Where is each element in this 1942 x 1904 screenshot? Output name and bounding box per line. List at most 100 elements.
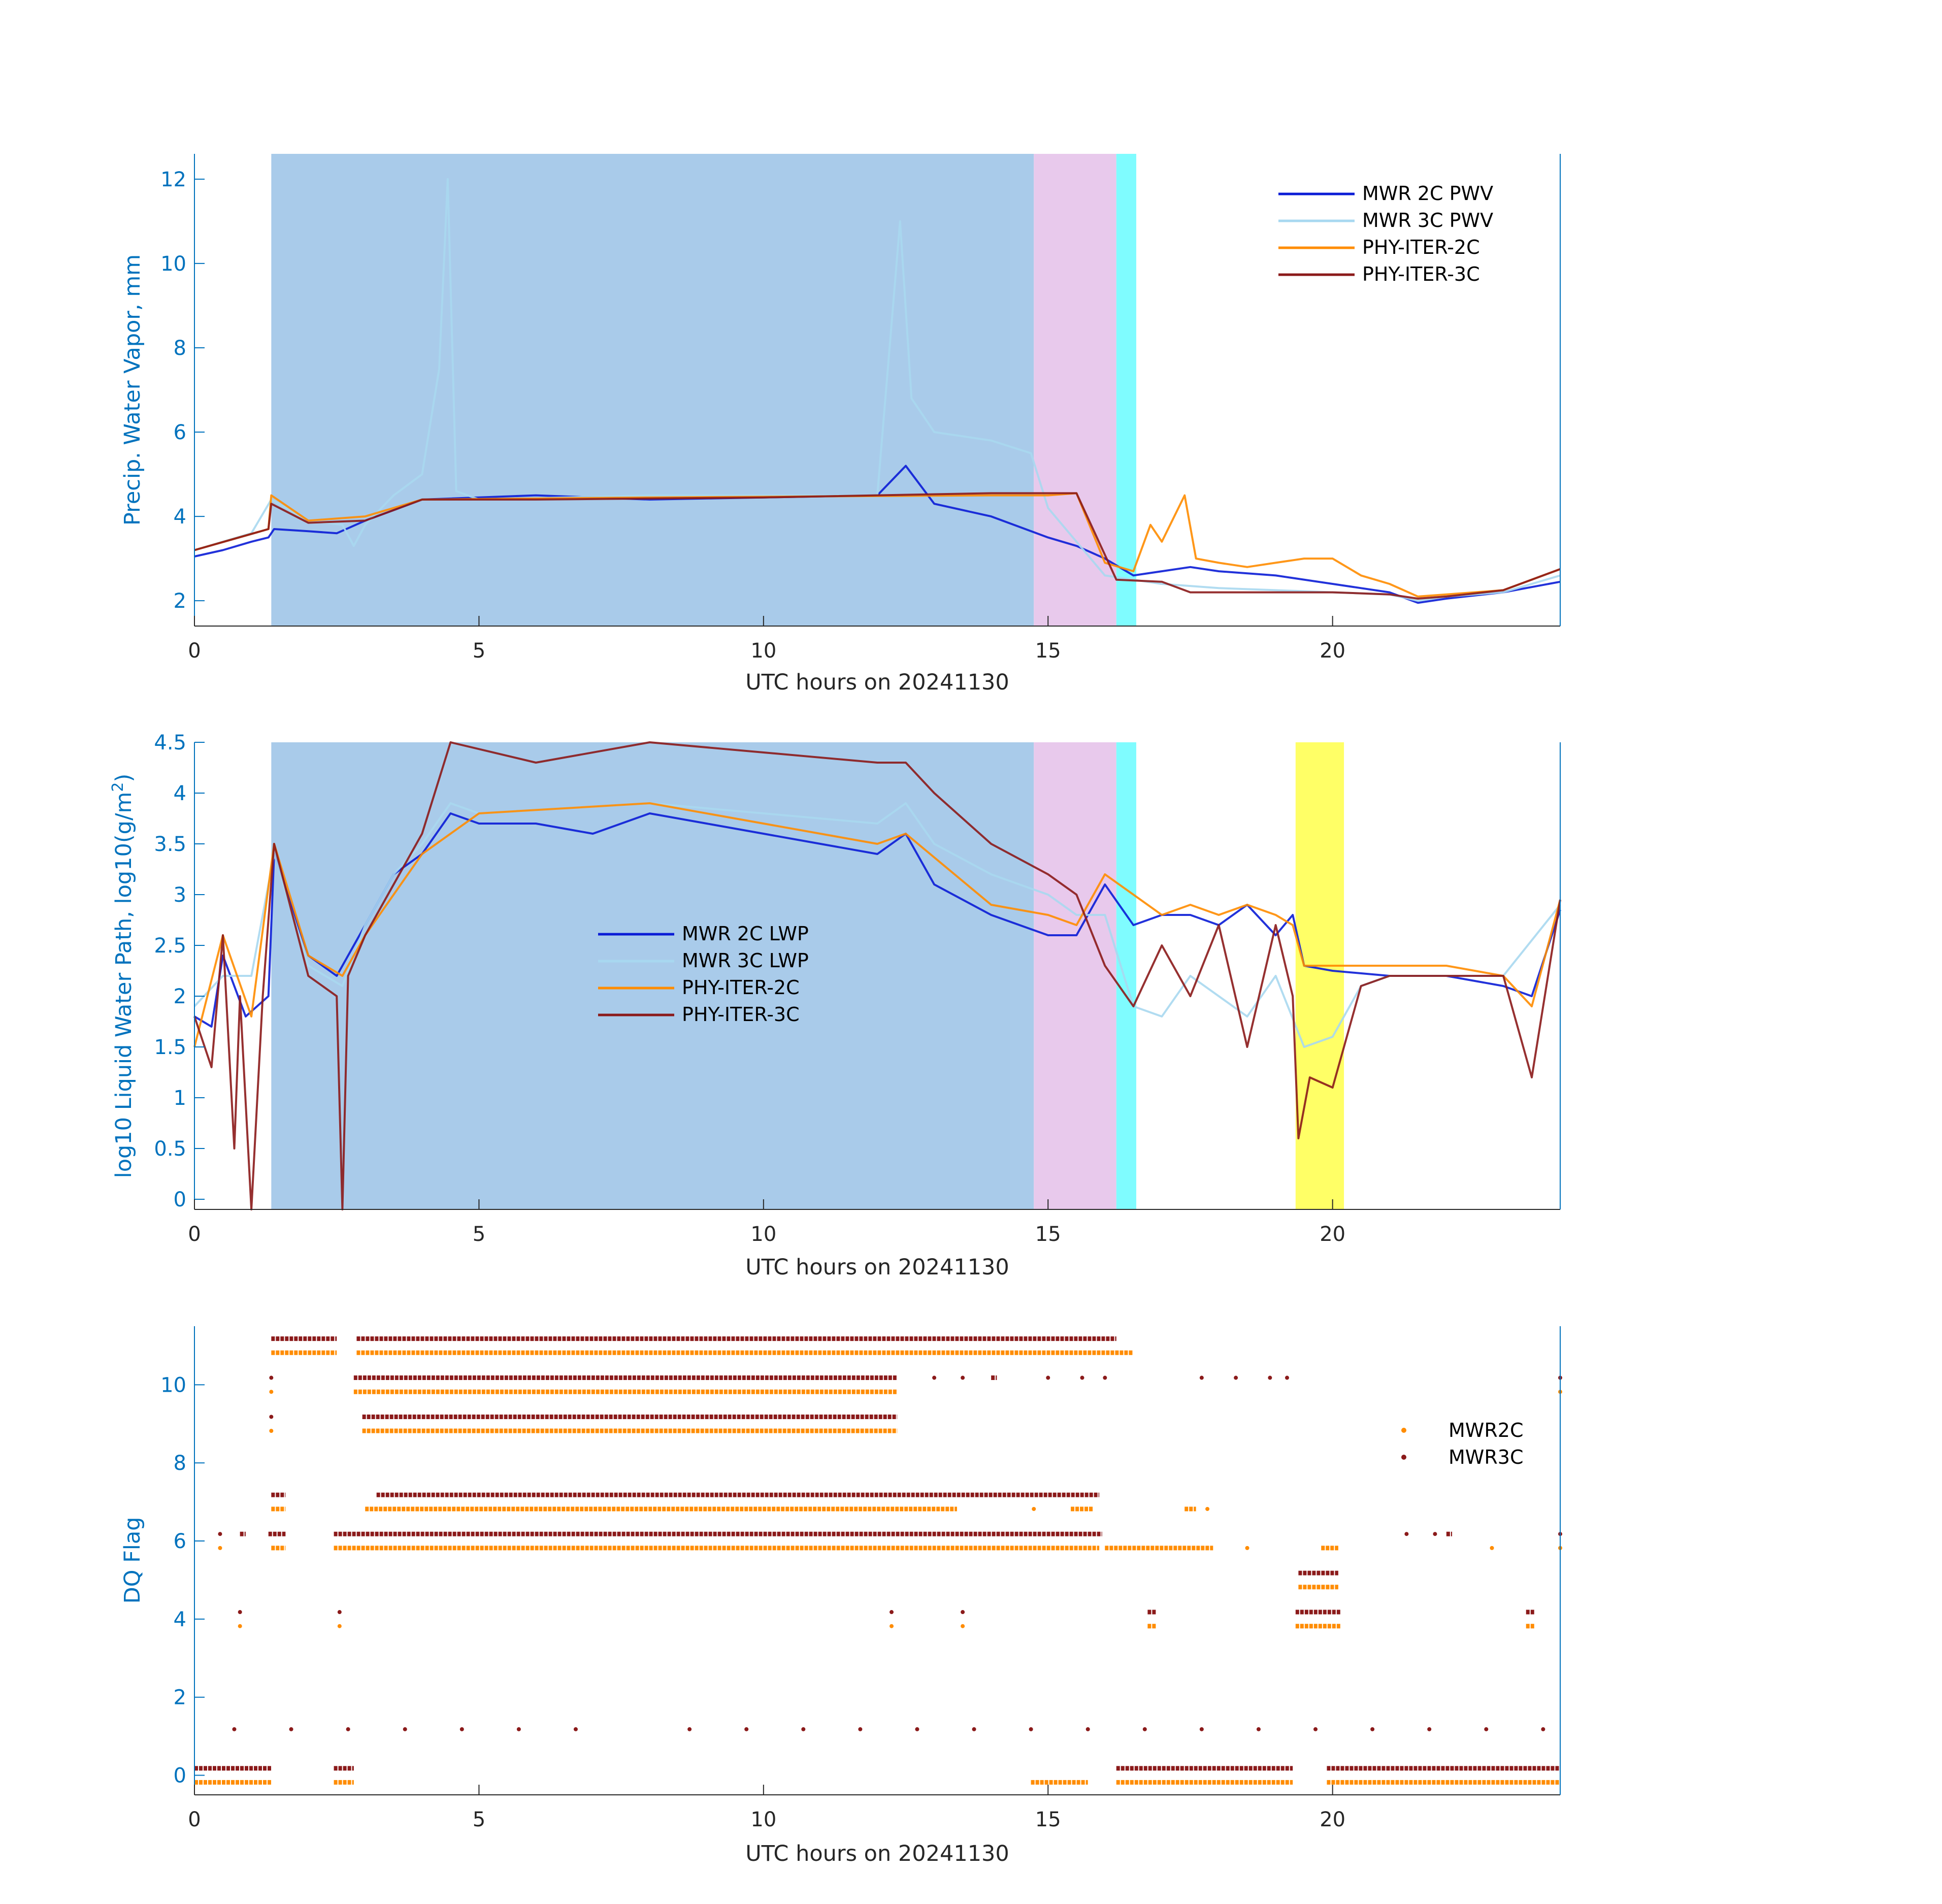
dq-point-mwr3c-flag-1	[1427, 1727, 1432, 1731]
dq-point-mwr3c-flag-1	[1370, 1727, 1375, 1731]
x-tick-label: 0	[188, 639, 201, 663]
x-tick-label: 15	[1035, 1223, 1061, 1246]
pwv-legend-label-phy2c: PHY-ITER-2C	[1362, 236, 1480, 258]
pwv-legend-label-phy3c: PHY-ITER-3C	[1362, 263, 1480, 285]
dq-point-mwr2c-flag-4	[337, 1624, 342, 1628]
x-tick-label: 20	[1320, 1808, 1345, 1831]
dq-point-mwr3c-flag-1	[289, 1727, 293, 1731]
lwp-x-ticks: 0 5 10 15 20	[188, 1199, 1345, 1246]
series-line-mwr-3c-lwp	[193, 802, 1561, 1048]
pwv-legend: MWR 2C PWV MWR 3C PWV PHY-ITER-2C PHY-IT…	[1278, 182, 1493, 285]
x-tick-label: 0	[188, 1223, 201, 1246]
dq-point-mwr3c-flag-6	[218, 1532, 222, 1536]
shaded-span-3	[1295, 742, 1344, 1209]
dq-point-mwr3c-flag-1	[1484, 1727, 1489, 1731]
dq-point-mwr3c-flag-10	[1234, 1375, 1238, 1380]
dq-point-mwr3c-flag-1	[915, 1727, 919, 1731]
lwp-legend-label-phy3c: PHY-ITER-3C	[682, 1003, 800, 1026]
x-tick-label: 15	[1035, 1808, 1061, 1831]
dq-legend-label-mwr3c: MWR3C	[1449, 1446, 1523, 1468]
y-tick-label: 6	[174, 1530, 186, 1553]
dq-point-mwr3c-flag-6	[1404, 1532, 1409, 1536]
x-tick-label: 5	[473, 1223, 485, 1246]
y-tick-label: 0	[174, 1188, 186, 1211]
dq-point-mwr2c-flag-6	[218, 1546, 222, 1550]
x-tick-label: 5	[473, 639, 485, 663]
x-tick-label: 5	[473, 1808, 485, 1831]
pwv-legend-label-mwr3c: MWR 3C PWV	[1362, 209, 1493, 232]
lwp-shaded-spans	[271, 742, 1344, 1209]
pwv-series-lines	[194, 178, 1561, 604]
pwv-legend-label-mwr2c: MWR 2C PWV	[1362, 182, 1493, 205]
dq-x-axis-label: UTC hours on 20241130	[745, 1841, 1009, 1866]
lwp-y-axis-label: log10 Liquid Water Path, log10(g/m2)	[109, 774, 137, 1178]
y-tick-label: 2	[174, 985, 186, 1008]
dq-legend-marker-mwr3c	[1401, 1455, 1406, 1460]
series-line-mwr-2c-lwp	[193, 812, 1561, 1028]
y-tick-label: 3.5	[154, 833, 186, 856]
lwp-panel: 0 0.5 1 1.5 2 2.5 3 3.5 4 4.5 0 5 10 15 20 UTC hours …	[109, 731, 1561, 1280]
dq-plot-area	[194, 1326, 1560, 1795]
dq-point-mwr3c-flag-10	[1199, 1375, 1204, 1380]
lwp-y-label-main: log10 Liquid Water Path, log10(g/m	[111, 792, 137, 1178]
series-line-mwr-2c-pwv	[194, 465, 1561, 604]
dq-point-mwr3c-flag-1	[801, 1727, 806, 1731]
series-line-phy-iter-3c	[194, 492, 1561, 600]
shaded-span-0	[271, 154, 1034, 626]
dq-point-mwr3c-flag-4	[890, 1610, 894, 1615]
dq-panel: 0 2 4 6 8 10 0 5 10 15 20 UTC hours on 20241130 D…	[120, 1326, 1562, 1866]
y-tick-label: 1.5	[154, 1036, 186, 1059]
dq-y-ticks: 0 2 4 6 8 10	[160, 1373, 205, 1788]
dq-point-mwr2c-flag-4	[890, 1624, 894, 1628]
y-tick-label: 2.5	[154, 934, 186, 958]
dq-point-mwr3c-flag-4	[961, 1610, 965, 1615]
dq-point-mwr2c-flag-9	[269, 1429, 274, 1433]
pwv-x-axis-label: UTC hours on 20241130	[745, 670, 1009, 695]
x-tick-label: 20	[1320, 1223, 1345, 1246]
pwv-shaded-spans	[271, 154, 1136, 626]
lwp-series-lines	[193, 741, 1561, 1210]
dq-point-mwr3c-flag-1	[1199, 1727, 1204, 1731]
dq-point-mwr3c-flag-1	[744, 1727, 749, 1731]
shaded-span-0	[271, 742, 1034, 1209]
dq-point-mwr3c-flag-1	[516, 1727, 521, 1731]
dq-point-mwr3c-flag-4	[238, 1610, 242, 1615]
shaded-span-1	[1034, 154, 1116, 626]
dq-point-mwr3c-flag-10	[1080, 1375, 1084, 1380]
y-tick-label: 2	[174, 589, 186, 613]
dq-point-mwr3c-flag-10	[1046, 1375, 1050, 1380]
dq-point-mwr3c-flag-10	[1285, 1375, 1289, 1380]
y-tick-label: 4	[174, 505, 186, 529]
x-tick-label: 20	[1320, 639, 1345, 663]
dq-point-mwr3c-flag-1	[1029, 1727, 1033, 1731]
lwp-legend-label-mwr3c: MWR 3C LWP	[682, 949, 809, 972]
y-tick-label: 0	[174, 1764, 186, 1788]
dq-point-mwr3c-flag-1	[403, 1727, 407, 1731]
y-tick-label: 0.5	[154, 1137, 186, 1161]
dq-point-mwr3c-flag-1	[1142, 1727, 1147, 1731]
y-tick-label: 8	[174, 1452, 186, 1475]
dq-legend: MWR2C MWR3C	[1401, 1419, 1523, 1468]
lwp-y-ticks: 0 0.5 1 1.5 2 2.5 3 3.5 4 4.5	[154, 731, 205, 1211]
pwv-x-ticks: 0 5 10 15 20	[188, 616, 1345, 663]
dq-legend-marker-mwr2c	[1401, 1428, 1406, 1433]
shaded-span-2	[1116, 742, 1136, 1209]
y-tick-label: 8	[174, 337, 186, 360]
y-tick-label: 10	[160, 252, 186, 276]
dq-point-mwr3c-flag-6	[1433, 1532, 1437, 1536]
y-tick-label: 4.5	[154, 731, 186, 754]
dq-point-mwr3c-flag-10	[1268, 1375, 1272, 1380]
dq-point-mwr2c-flag-4	[961, 1624, 965, 1628]
dq-point-mwr3c-flag-1	[972, 1727, 976, 1731]
dq-y-axis-label: DQ Flag	[120, 1517, 145, 1604]
y-tick-label: 12	[160, 168, 186, 191]
lwp-legend-label-phy2c: PHY-ITER-2C	[682, 976, 800, 999]
dq-point-mwr2c-flag-4	[238, 1624, 242, 1628]
dq-point-mwr3c-flag-1	[1541, 1727, 1545, 1731]
y-tick-label: 10	[160, 1373, 186, 1397]
dq-point-mwr3c-flag-1	[346, 1727, 350, 1731]
dq-legend-label-mwr2c: MWR2C	[1449, 1419, 1523, 1441]
dq-point-mwr2c-flag-6	[1245, 1546, 1249, 1550]
